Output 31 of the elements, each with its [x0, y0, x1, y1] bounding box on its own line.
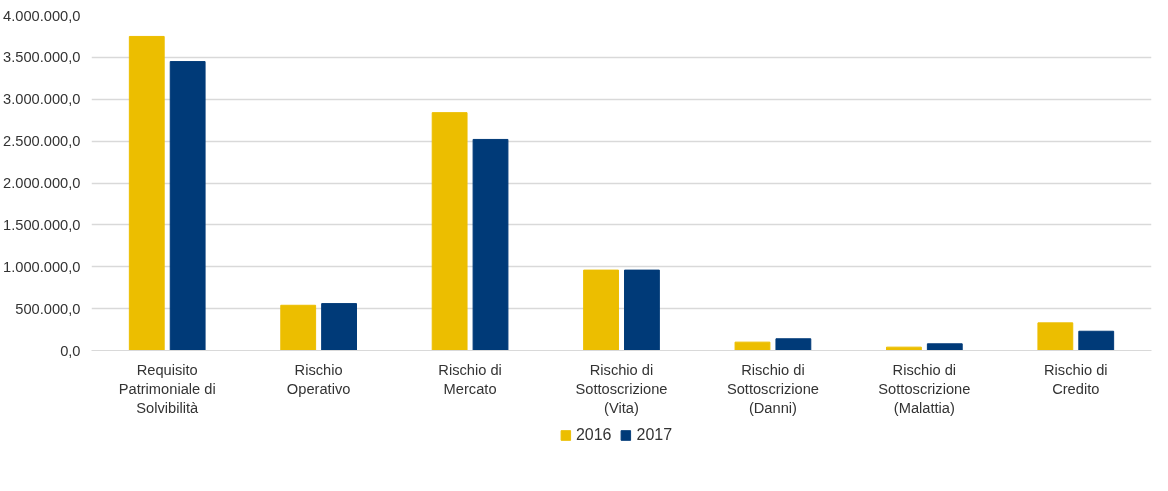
y-tick-label: 0,0	[60, 342, 81, 359]
bar	[321, 303, 357, 351]
bar	[1078, 330, 1115, 351]
y-tick-label: 3.500.000,0	[3, 49, 81, 66]
x-tick-label: Rischio di Sottoscrizione (Danni)	[726, 361, 819, 416]
x-tick-label: Rischio di Mercato	[438, 361, 502, 397]
bar	[583, 269, 619, 351]
y-tick-label: 1.000.000,0	[3, 258, 81, 275]
bar	[734, 341, 771, 351]
legend-label: 2017	[636, 426, 673, 444]
bar	[169, 61, 206, 351]
x-tick-label: Rischio Operativo	[286, 361, 351, 397]
x-tick-label: Rischio di Sottoscrizione (Vita)	[575, 361, 668, 416]
bar	[431, 112, 468, 351]
y-tick-label: 4.000.000,0	[3, 7, 81, 24]
bar	[472, 138, 509, 351]
y-tick-label: 1.500.000,0	[3, 216, 81, 233]
x-tick-label: Rischio di Sottoscrizione (Malattia)	[878, 361, 971, 416]
legend-label: 2016	[575, 426, 612, 444]
bar	[775, 338, 812, 351]
bar	[1037, 322, 1074, 351]
bar	[624, 269, 660, 351]
y-tick-label: 2.000.000,0	[3, 175, 81, 191]
y-tick-label: 3.000.000,0	[3, 91, 81, 108]
x-tick-label: Requisito Patrimoniale di Solvibilità	[118, 361, 216, 416]
bar	[926, 343, 963, 351]
y-tick-label: 2.500.000,0	[3, 133, 81, 150]
x-tick-label: Rischio di Credito	[1044, 361, 1108, 397]
bar	[128, 35, 165, 351]
bar	[280, 304, 317, 351]
y-tick-label: 500.000,0	[15, 300, 81, 317]
